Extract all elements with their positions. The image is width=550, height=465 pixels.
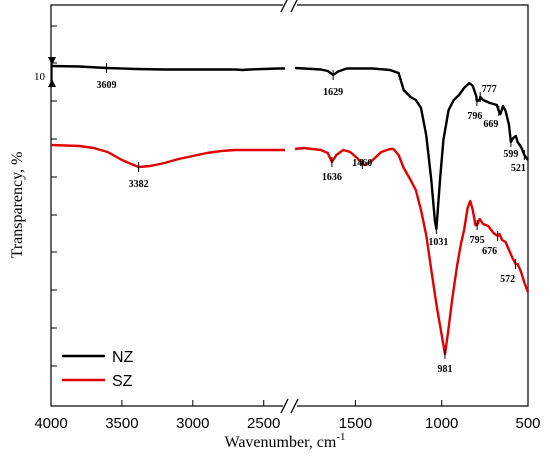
peak-label: 599 bbox=[503, 149, 518, 160]
scale-bar-arrow-top bbox=[48, 57, 56, 65]
x-tick-label: 4000 bbox=[34, 415, 67, 432]
x-tick-label: 1500 bbox=[339, 415, 372, 432]
peak-label: 1629 bbox=[323, 87, 343, 98]
scale-bar-label: 10 bbox=[34, 71, 46, 83]
x-tick-label: 500 bbox=[515, 415, 540, 432]
legend-label-nz: NZ bbox=[112, 349, 134, 366]
series-line-nz-right bbox=[294, 66, 529, 231]
axis-break-slash bbox=[280, 398, 289, 414]
x-axis-ticks: 4000 3500 3000 2500 1500 1000 500 bbox=[34, 400, 541, 432]
y-axis-title: Transparency, % bbox=[9, 152, 26, 259]
x-tick-label: 1000 bbox=[425, 415, 458, 432]
x-tick-label: 3000 bbox=[176, 415, 209, 432]
axis-break-slash bbox=[290, 0, 298, 13]
peak-label: 1636 bbox=[322, 172, 342, 183]
peak-label: 521 bbox=[511, 163, 526, 174]
peak-label: 777 bbox=[482, 84, 497, 95]
peak-label: 795 bbox=[470, 235, 485, 246]
series-line-nz-left bbox=[50, 64, 285, 72]
peak-label: 1031 bbox=[428, 237, 448, 248]
legend: NZ SZ bbox=[62, 349, 134, 390]
axis-break-gap bbox=[283, 0, 297, 13]
legend-label-sz: SZ bbox=[112, 373, 133, 390]
x-tick-label: 3500 bbox=[105, 415, 138, 432]
peak-label: 3382 bbox=[129, 179, 149, 190]
series-line-sz-right bbox=[294, 146, 530, 356]
x-axis-title: Wavenumber, cm-1 bbox=[225, 431, 346, 451]
series-line-sz-left bbox=[50, 143, 285, 169]
peak-label: 796 bbox=[467, 111, 482, 122]
x-axis-title-superscript: -1 bbox=[336, 431, 345, 443]
axis-break bbox=[280, 0, 299, 414]
x-tick-label: 2500 bbox=[247, 415, 280, 432]
annotation-layer: 3609 1629 1031 796 777 669 599 521 3382 1636 1460 9… bbox=[96, 63, 526, 375]
plot-frame bbox=[50, 4, 529, 407]
peak-label: 1460 bbox=[352, 158, 372, 169]
scale-bar: 10 bbox=[34, 57, 56, 87]
peak-label: 669 bbox=[483, 119, 498, 130]
peak-label: 3609 bbox=[96, 80, 116, 91]
peak-label: 572 bbox=[500, 274, 515, 285]
axis-break-slash bbox=[290, 398, 299, 414]
series-layer bbox=[50, 64, 530, 356]
scale-bar-arrow-bottom bbox=[48, 79, 56, 87]
peak-label: 676 bbox=[482, 246, 497, 257]
axis-break-slash bbox=[280, 0, 288, 13]
peak-label: 981 bbox=[437, 364, 452, 375]
